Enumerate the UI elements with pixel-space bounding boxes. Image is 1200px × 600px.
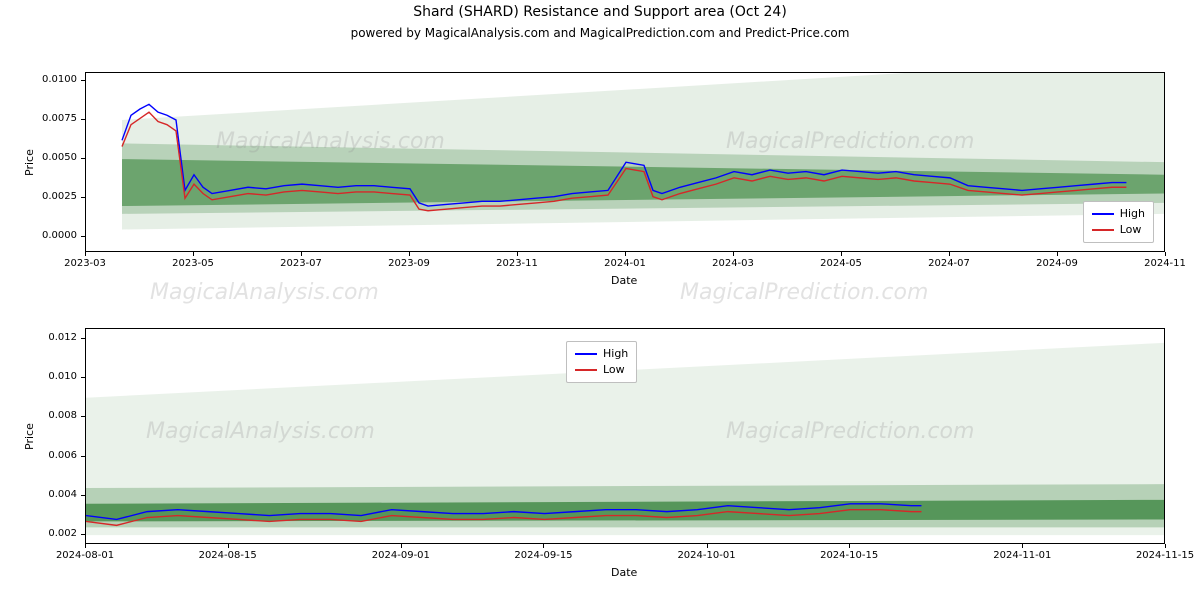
xtick-label: 2023-03 [64,258,106,269]
xtick-label: 2024-07 [928,258,970,269]
ytick-label: 0.0025 [27,191,77,202]
top-chart: MagicalAnalysis.com MagicalPrediction.co… [85,72,1165,252]
xtick-mark [1165,544,1166,548]
xtick-label: 2024-11-15 [1136,550,1194,561]
xtick-label: 2024-10-15 [820,550,878,561]
xtick-mark [301,252,302,256]
legend-label: High [603,346,628,362]
legend-item: High [575,346,628,362]
ytick-mark [81,534,85,535]
ytick-label: 0.008 [27,410,77,421]
watermark-text: MagicalPrediction.com [680,280,928,305]
xtick-mark [849,544,850,548]
ytick-label: 0.010 [27,371,77,382]
ytick-label: 0.002 [27,528,77,539]
xtick-label: 2024-09 [1036,258,1078,269]
ytick-mark [81,119,85,120]
top-chart-legend: HighLow [1083,201,1154,243]
legend-label: Low [603,362,625,378]
xtick-label: 2024-05 [820,258,862,269]
ytick-mark [81,456,85,457]
xtick-label: 2024-09-01 [372,550,430,561]
xtick-label: 2024-10-01 [677,550,735,561]
xtick-mark [1022,544,1023,548]
xtick-mark [228,544,229,548]
ytick-mark [81,495,85,496]
ytick-mark [81,197,85,198]
bottom-chart-xlabel: Date [611,566,637,579]
ytick-mark [81,236,85,237]
xtick-mark [625,252,626,256]
ytick-mark [81,377,85,378]
ytick-label: 0.0075 [27,113,77,124]
xtick-mark [517,252,518,256]
legend-label: High [1120,206,1145,222]
top-chart-svg [86,73,1164,251]
xtick-label: 2024-11 [1144,258,1186,269]
xtick-mark [707,544,708,548]
legend-item: High [1092,206,1145,222]
xtick-mark [193,252,194,256]
xtick-label: 2023-11 [496,258,538,269]
figure-subtitle: powered by MagicalAnalysis.com and Magic… [0,20,1200,46]
ytick-mark [81,338,85,339]
ytick-label: 0.006 [27,450,77,461]
xtick-label: 2024-08-01 [56,550,114,561]
xtick-label: 2023-05 [172,258,214,269]
xtick-label: 2024-03 [712,258,754,269]
top-chart-xlabel: Date [611,274,637,287]
legend-swatch [575,353,597,355]
ytick-label: 0.0100 [27,74,77,85]
figure-title: Shard (SHARD) Resistance and Support are… [0,0,1200,20]
xtick-mark [543,544,544,548]
top-chart-plot-area: MagicalAnalysis.com MagicalPrediction.co… [86,73,1164,251]
bottom-chart-legend: HighLow [566,341,637,383]
ytick-label: 0.004 [27,489,77,500]
xtick-mark [949,252,950,256]
xtick-mark [1057,252,1058,256]
xtick-label: 2023-07 [280,258,322,269]
xtick-label: 2023-09 [388,258,430,269]
watermark-text: MagicalAnalysis.com [150,280,379,305]
ytick-label: 0.0000 [27,230,77,241]
xtick-mark [85,252,86,256]
xtick-mark [85,544,86,548]
xtick-mark [401,544,402,548]
ytick-mark [81,158,85,159]
xtick-mark [1165,252,1166,256]
xtick-mark [409,252,410,256]
xtick-label: 2024-08-15 [199,550,257,561]
legend-swatch [575,369,597,371]
ytick-label: 0.012 [27,332,77,343]
legend-item: Low [1092,222,1145,238]
bottom-chart-ylabel: Price [23,423,36,450]
xtick-label: 2024-09-15 [514,550,572,561]
legend-swatch [1092,229,1114,231]
legend-swatch [1092,213,1114,215]
xtick-mark [733,252,734,256]
ytick-mark [81,80,85,81]
xtick-label: 2024-11-01 [993,550,1051,561]
xtick-label: 2024-01 [604,258,646,269]
xtick-mark [841,252,842,256]
ytick-label: 0.0050 [27,152,77,163]
legend-item: Low [575,362,628,378]
figure-root: Shard (SHARD) Resistance and Support are… [0,0,1200,600]
ytick-mark [81,416,85,417]
legend-label: Low [1120,222,1142,238]
bottom-chart: MagicalAnalysis.com MagicalPrediction.co… [85,328,1165,544]
